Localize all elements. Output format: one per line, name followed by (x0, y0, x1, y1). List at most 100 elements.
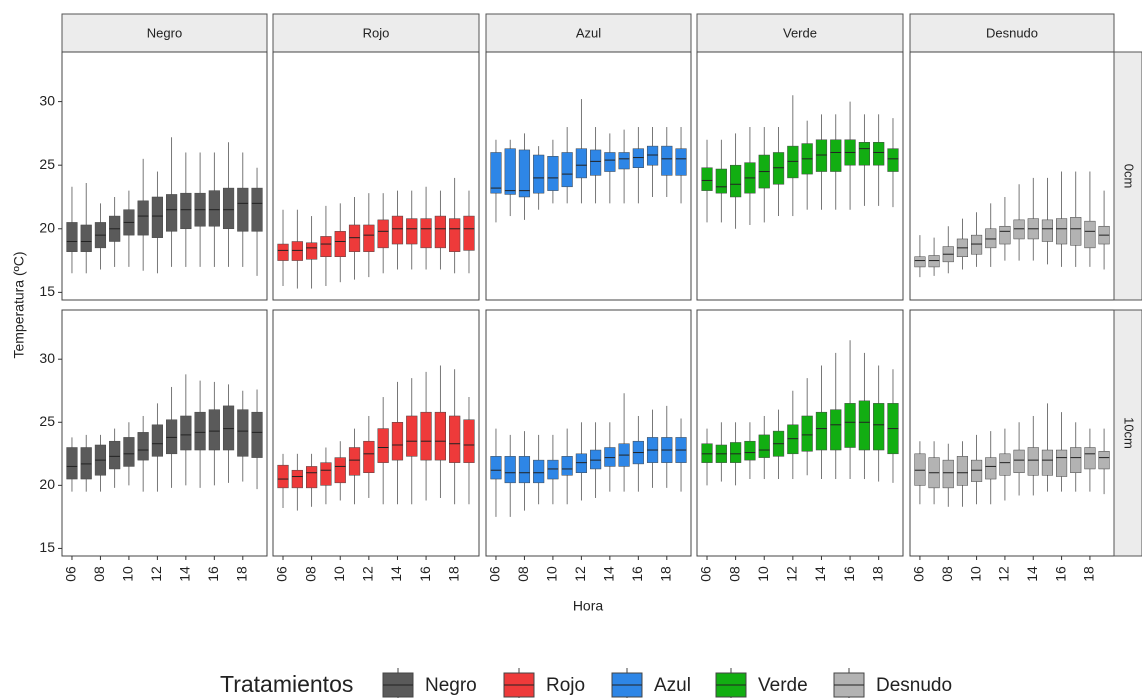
y-tick-label: 30 (39, 92, 55, 108)
legend-label: Azul (654, 675, 691, 696)
box (123, 437, 135, 467)
box (237, 409, 249, 457)
box (151, 424, 163, 457)
legend-label: Desnudo (876, 675, 952, 696)
strip-label: Negro (147, 25, 182, 40)
y-tick-label: 20 (39, 219, 55, 235)
box (137, 432, 149, 461)
x-tick-label: 06 (487, 566, 503, 582)
x-tick-label: 12 (360, 566, 376, 582)
box (646, 145, 659, 166)
box (166, 419, 178, 455)
box (618, 152, 630, 170)
panel (272, 51, 480, 301)
box (334, 231, 346, 258)
box (377, 219, 389, 249)
box (787, 145, 799, 179)
box (533, 154, 545, 194)
panel (909, 309, 1115, 557)
legend-title: Tratamientos (220, 671, 353, 697)
box (547, 156, 559, 191)
x-tick-label: 18 (1081, 566, 1097, 582)
box (306, 466, 318, 489)
box (420, 411, 432, 461)
box (887, 148, 899, 172)
box (377, 428, 389, 463)
box (730, 442, 742, 463)
box (701, 167, 713, 191)
box (604, 152, 616, 172)
box (490, 456, 502, 480)
x-axis-label: Hora (573, 598, 604, 614)
box (277, 464, 289, 489)
box (744, 440, 756, 461)
x-tick-label: 18 (869, 566, 885, 582)
box (590, 149, 602, 176)
box (504, 148, 516, 195)
box (363, 440, 375, 473)
box (815, 411, 828, 451)
box (701, 443, 713, 463)
x-tick-label: 12 (572, 566, 588, 582)
panel (61, 51, 268, 301)
box (561, 456, 573, 476)
box (208, 190, 220, 227)
box (320, 236, 332, 258)
x-tick-label: 16 (205, 566, 221, 582)
strip-label: Rojo (363, 25, 390, 40)
x-tick-label: 14 (601, 566, 617, 582)
box (561, 152, 573, 188)
box (277, 243, 289, 261)
box (830, 139, 842, 172)
box (858, 400, 870, 451)
box (985, 228, 997, 249)
box (1070, 217, 1082, 246)
panel (485, 51, 692, 301)
x-tick-label: 16 (629, 566, 645, 582)
y-tick-label: 15 (39, 539, 55, 555)
box (222, 405, 235, 451)
box (1013, 219, 1025, 240)
box (1056, 449, 1068, 477)
x-tick-label: 16 (841, 566, 857, 582)
box (391, 215, 404, 245)
strip-label: Azul (576, 25, 601, 40)
x-tick-label: 06 (698, 566, 714, 582)
box (772, 152, 785, 185)
box (251, 411, 263, 458)
x-tick-label: 14 (177, 566, 193, 582)
box (730, 164, 742, 198)
box (999, 225, 1011, 245)
box (80, 224, 92, 252)
box (830, 409, 842, 451)
box (1098, 451, 1110, 470)
box (1013, 449, 1025, 473)
x-tick-label: 18 (658, 566, 674, 582)
x-tick-label: 08 (302, 566, 318, 582)
row-strip-label: 10cm (1122, 417, 1137, 449)
x-tick-label: 06 (63, 566, 79, 582)
y-tick-label: 25 (39, 413, 55, 429)
x-tick-label: 10 (544, 566, 560, 582)
x-tick-label: 08 (91, 566, 107, 582)
box (222, 187, 235, 230)
x-tick-label: 18 (445, 566, 461, 582)
box (306, 242, 318, 260)
x-tick-label: 10 (120, 566, 136, 582)
box (1084, 447, 1096, 470)
box (434, 411, 446, 461)
x-tick-label: 12 (996, 566, 1012, 582)
box (956, 456, 968, 486)
box (449, 218, 461, 252)
row-strip (1113, 309, 1142, 557)
legend-label: Negro (425, 675, 477, 696)
box (194, 411, 206, 451)
box (590, 449, 602, 470)
box (109, 440, 121, 470)
box (291, 469, 303, 489)
x-tick-label: 16 (417, 566, 433, 582)
box (463, 215, 475, 251)
legend-label: Verde (758, 675, 808, 696)
panel (696, 51, 904, 301)
